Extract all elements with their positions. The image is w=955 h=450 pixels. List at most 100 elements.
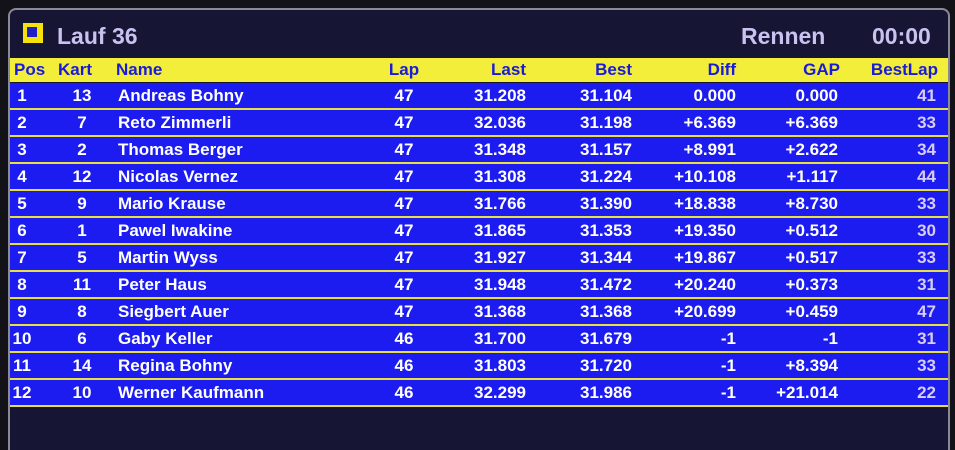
table-cell: 12 [72, 167, 92, 186]
table-cell: 14 [72, 356, 92, 375]
table-cell: 11 [13, 356, 31, 375]
table-cell: +19.350 [674, 221, 736, 240]
table-cell: Gaby Keller [118, 329, 213, 348]
table-cell: 22 [917, 383, 936, 402]
table-cell: 31.986 [580, 383, 632, 402]
table-cell: 32.299 [474, 383, 526, 402]
table-cell: 31.865 [474, 221, 526, 240]
table-cell: Siegbert Auer [118, 302, 229, 321]
table-cell: +20.699 [674, 302, 736, 321]
result-row: 10 6 Gaby Keller 46 31.700 31.679 -1 -1 31 [10, 326, 948, 353]
result-row: 7 5 Martin Wyss 47 31.927 31.344 +19.867 +0.517… [10, 245, 948, 272]
table-cell: 31.679 [580, 329, 632, 348]
table-cell: 34 [917, 140, 936, 159]
table-cell: +0.373 [785, 275, 838, 294]
table-cell: 47 [394, 221, 414, 240]
table-cell: 31.308 [474, 167, 526, 186]
table-cell: 46 [394, 329, 414, 348]
column-header: Pos [14, 60, 46, 79]
table-cell: 10 [12, 329, 32, 348]
result-row: 2 7 Reto Zimmerli 47 32.036 31.198 +6.369 +6.36… [10, 110, 948, 137]
results-panel: Lauf 36 Rennen 00:00 Pos Kart Name Lap Last B… [8, 8, 950, 450]
table-cell: 47 [394, 113, 414, 132]
table-cell: -1 [720, 329, 736, 348]
table-cell: 47 [394, 86, 414, 105]
table-cell: 32.036 [474, 113, 526, 132]
column-header: BestLap [870, 60, 938, 79]
table-cell: 31.368 [580, 302, 632, 321]
table-cell: 9 [17, 302, 27, 321]
table-cell: Thomas Berger [118, 140, 243, 159]
table-cell: +21.014 [776, 383, 838, 402]
result-row: 1 13 Andreas Bohny 47 31.208 31.104 0.000 0.000… [10, 83, 948, 110]
column-header-row: Pos Kart Name Lap Last Best Diff GAP BestLap [10, 58, 948, 82]
column-header: GAP [803, 60, 840, 79]
table-cell: 4 [17, 167, 27, 186]
table-cell: 0.000 [693, 86, 736, 105]
table-cell: Mario Krause [118, 194, 226, 213]
table-cell: 0.000 [795, 86, 838, 105]
race-time: 00:00 [872, 23, 931, 49]
table-cell: -1 [822, 329, 838, 348]
result-row: 5 9 Mario Krause 47 31.766 31.390 +18.838 +8.73… [10, 191, 948, 218]
column-header: Lap [388, 60, 420, 79]
result-row: 9 8 Siegbert Auer 47 31.368 31.368 +20.699 +0.4… [10, 299, 948, 326]
table-cell: +6.369 [683, 113, 736, 132]
table-cell: +1.117 [786, 167, 838, 186]
table-cell: Andreas Bohny [118, 86, 244, 105]
table-cell: 33 [917, 113, 936, 132]
result-row: 3 2 Thomas Berger 47 31.348 31.157 +8.991 +2.62… [10, 137, 948, 164]
table-cell: +19.867 [674, 248, 736, 267]
table-cell: 31.803 [474, 356, 526, 375]
table-cell: +0.459 [785, 302, 838, 321]
table-cell: +0.517 [785, 248, 838, 267]
table-cell: +6.369 [785, 113, 838, 132]
result-row: 11 14 Regina Bohny 46 31.803 31.720 -1 +8.394 33 [10, 353, 948, 380]
table-cell: 6 [77, 329, 87, 348]
table-cell: 47 [394, 302, 414, 321]
race-mode: Rennen [741, 23, 826, 49]
result-row: 6 1 Pawel Iwakine 47 31.865 31.353 +19.350 +0.5… [10, 218, 948, 245]
table-cell: 31.157 [580, 140, 632, 159]
table-cell: +18.838 [674, 194, 736, 213]
table-cell: 31.198 [580, 113, 632, 132]
table-cell: 47 [394, 140, 414, 159]
table-cell: 5 [17, 194, 27, 213]
table-cell: Regina Bohny [118, 356, 233, 375]
table-cell: 46 [394, 356, 414, 375]
table-cell: Pawel Iwakine [118, 221, 233, 240]
table-cell: 10 [72, 383, 92, 402]
table-cell: 3 [17, 140, 27, 159]
table-cell: 31 [917, 275, 936, 294]
column-header: Last [491, 60, 526, 79]
table-cell: 12 [12, 383, 32, 402]
table-cell: 31.720 [580, 356, 632, 375]
table-cell: 2 [77, 140, 87, 159]
table-cell: 47 [394, 248, 414, 267]
table-cell: 31.353 [580, 221, 632, 240]
table-cell: Peter Haus [118, 275, 207, 294]
table-cell: 47 [394, 275, 414, 294]
table-cell: 47 [394, 167, 414, 186]
table-cell: 31.208 [474, 86, 526, 105]
table-cell: +8.394 [785, 356, 838, 375]
column-header: Diff [707, 60, 736, 79]
table-cell: +8.991 [683, 140, 736, 159]
table-cell: 7 [77, 113, 87, 132]
table-cell: 2 [17, 113, 27, 132]
table-cell: +20.240 [674, 275, 736, 294]
table-cell: 47 [917, 302, 936, 321]
table-cell: 31.390 [580, 194, 632, 213]
table-cell: 31.104 [580, 86, 632, 105]
table-cell: Nicolas Vernez [118, 167, 239, 186]
result-row: 12 10 Werner Kaufmann 46 32.299 31.986 -1 +21.0… [10, 380, 948, 407]
table-cell: 13 [72, 86, 92, 105]
table-cell: 31.472 [580, 275, 632, 294]
table-cell: 31 [917, 329, 936, 348]
table-cell: 31.700 [474, 329, 526, 348]
column-header: Name [116, 60, 163, 79]
table-cell: 31.368 [474, 302, 526, 321]
table-cell: -1 [720, 383, 736, 402]
column-header: Kart [58, 60, 93, 79]
